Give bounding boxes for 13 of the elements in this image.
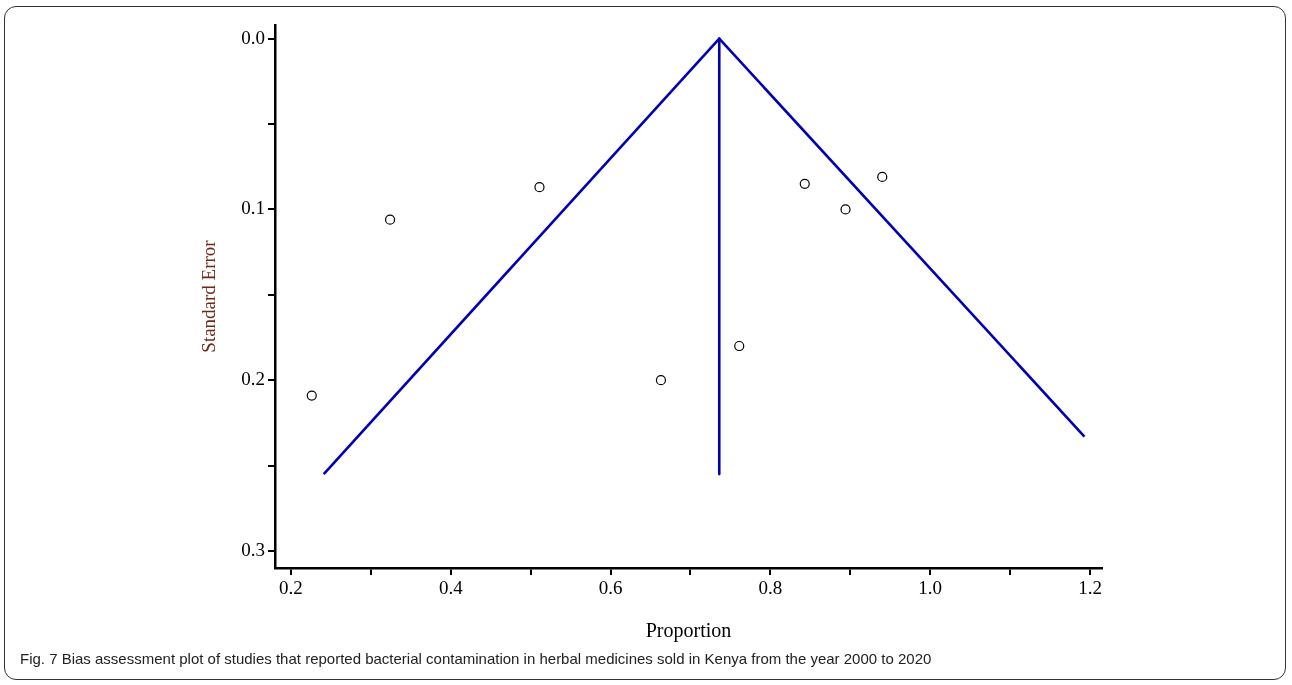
- x-tick-label: 0.6: [598, 577, 623, 599]
- x-tick-label: 0.8: [758, 577, 783, 599]
- caption: Fig. 7 Bias assessment plot of studies that reported bacterial contamination in herbal medicines sold in Kenya from the year 2000 to 2020: [20, 650, 932, 667]
- x-tick-label: 0.4: [438, 577, 464, 599]
- x-tick-label: 1.0: [918, 577, 943, 599]
- x-tick-label: 1.2: [1078, 577, 1102, 599]
- y-tick-label: 0.1: [241, 197, 265, 219]
- x-tick-label: 0.2: [279, 577, 303, 599]
- y-tick-label: 0.2: [241, 368, 265, 390]
- y-axis-title: Standard Error: [198, 239, 220, 353]
- y-tick-label: 0.0: [241, 26, 265, 48]
- x-axis-title: Proportion: [645, 619, 732, 643]
- y-tick-label: 0.3: [241, 538, 265, 560]
